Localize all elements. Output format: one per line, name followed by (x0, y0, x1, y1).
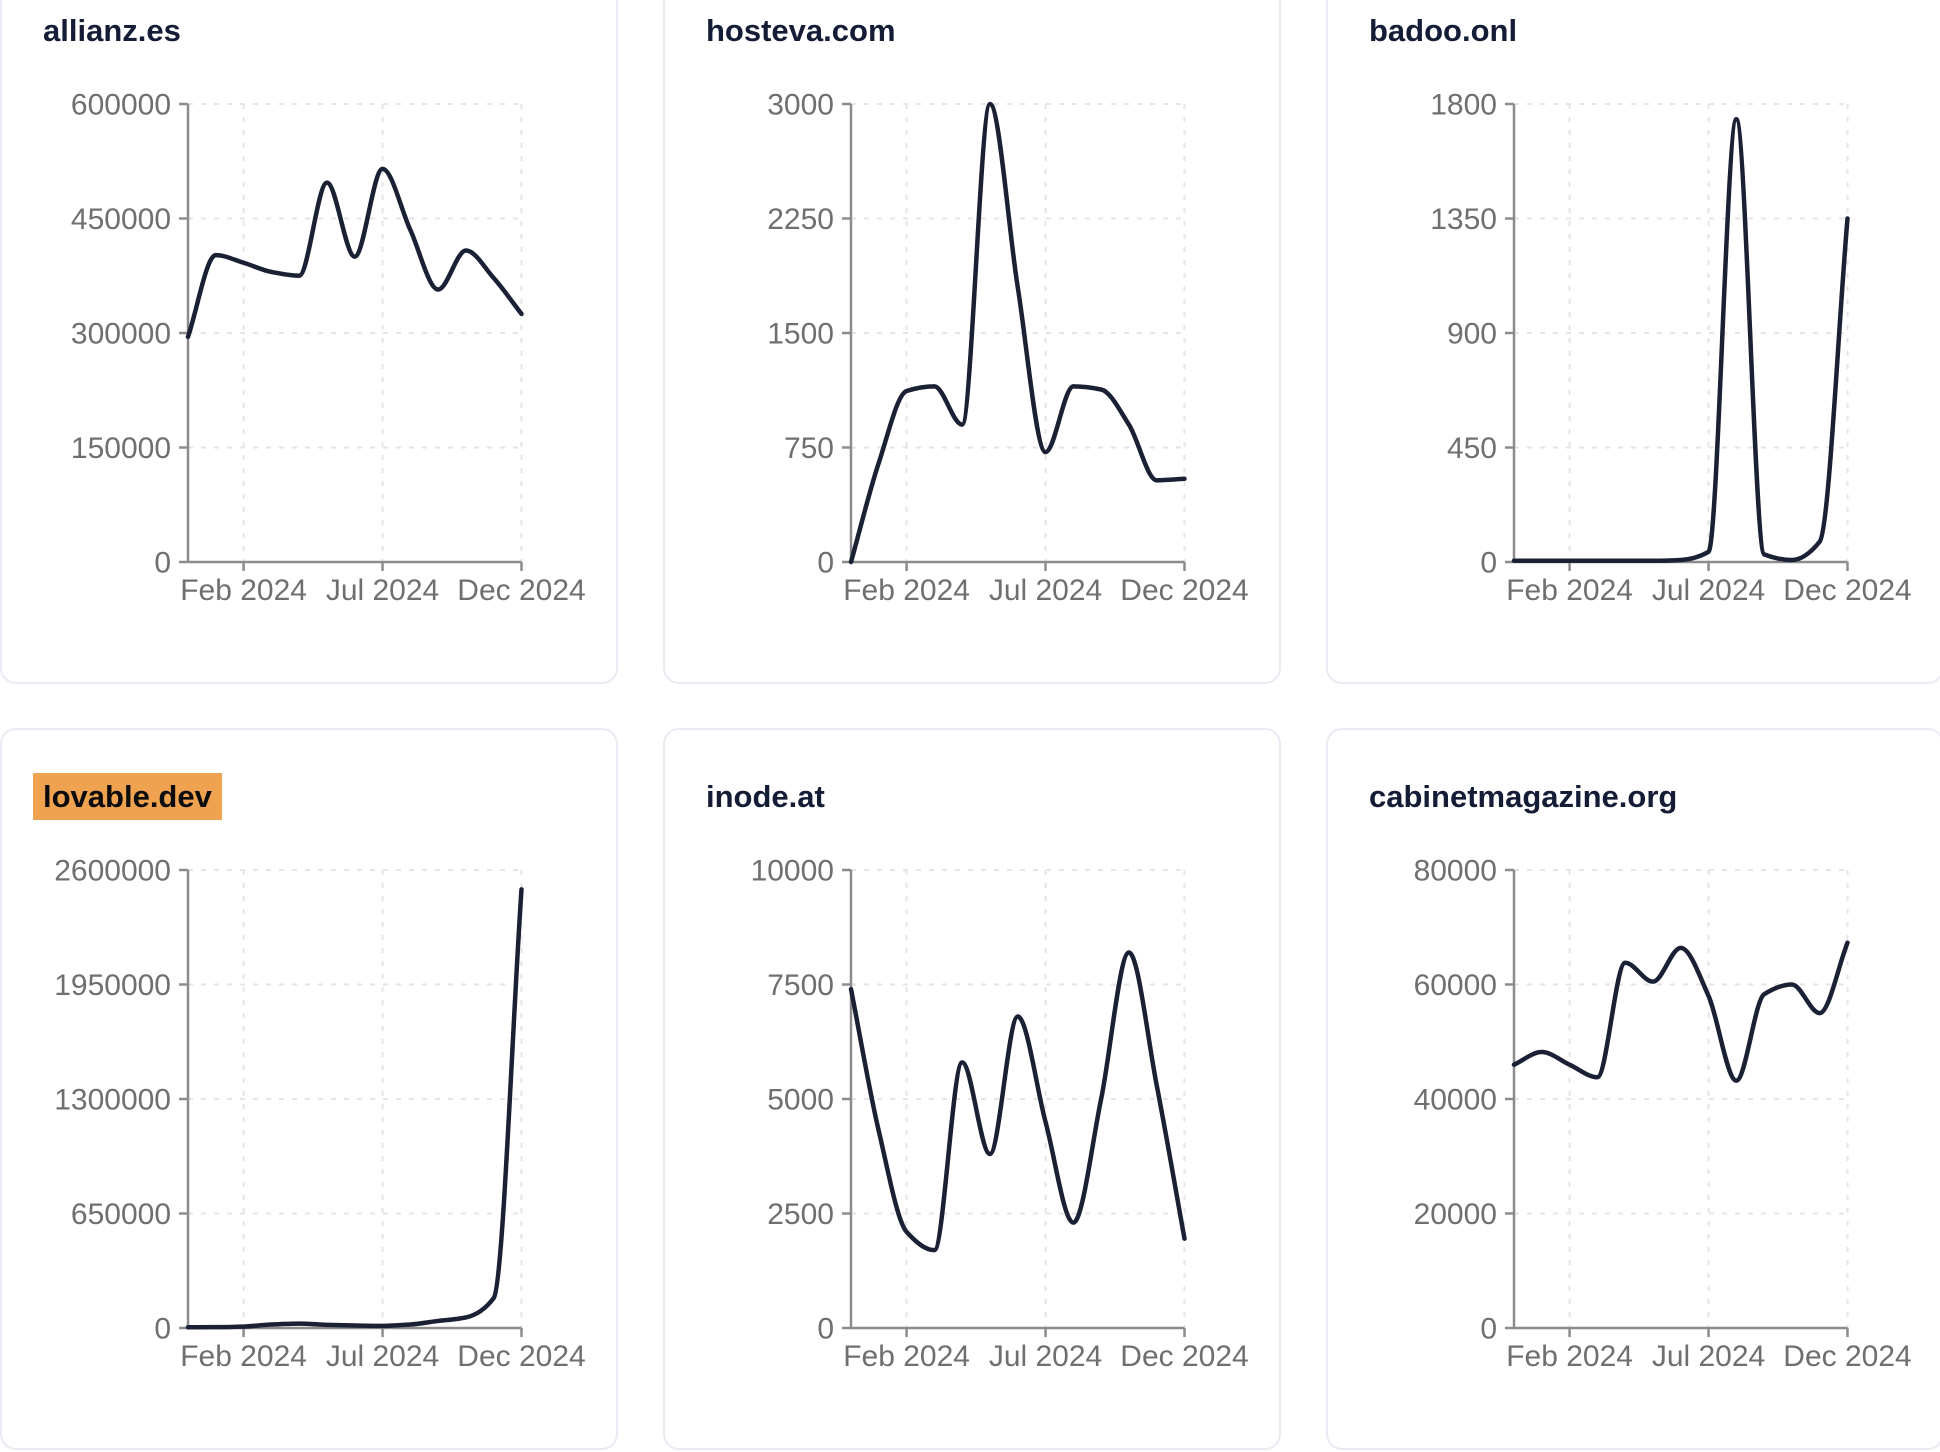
y-tick-label: 40000 (1414, 1084, 1497, 1117)
y-tick-label: 2250 (767, 203, 834, 236)
x-tick-label: Feb 2024 (843, 1340, 970, 1373)
series-line (848, 101, 1187, 565)
x-tick-label: Jul 2024 (326, 1340, 439, 1373)
y-tick-label: 1950000 (54, 969, 171, 1002)
y-tick-label: 0 (154, 1313, 171, 1346)
x-tick-label: Dec 2024 (1120, 574, 1248, 607)
y-tick-label: 300000 (71, 318, 171, 351)
x-tick-label: Feb 2024 (843, 574, 970, 607)
x-tick-label: Feb 2024 (1506, 1340, 1633, 1373)
chart-card-inode-at[interactable]: inode.at 0 2500 5000 7500 10000 Feb 2024 Jul 2… (663, 728, 1281, 1450)
y-tick-label: 1500 (767, 318, 834, 351)
y-tick-label: 600000 (71, 89, 171, 122)
y-tick-label: 450000 (71, 203, 171, 236)
chart-title[interactable]: hosteva.com (706, 13, 896, 48)
line-chart: 0 750 1500 2250 3000 Feb 2024 Jul 2024 Dec 2024 (767, 89, 1248, 608)
line-chart: 0 150000 300000 450000 600000 Feb 2024 Jul 202… (71, 89, 586, 608)
y-tick-label: 750 (784, 432, 834, 465)
chart-card-badoo-onl[interactable]: badoo.onl 0 450 900 1350 1800 Feb 2024 Jul 202… (1326, 0, 1940, 684)
x-tick-label: Dec 2024 (1120, 1340, 1248, 1373)
series-line (1511, 940, 1850, 1083)
chart-title-highlighted[interactable]: lovable.dev (33, 773, 222, 821)
series-line (185, 166, 524, 340)
y-tick-label: 0 (1480, 547, 1497, 580)
line-chart: 0 450 900 1350 1800 Feb 2024 Jul 2024 Dec 2024 (1430, 89, 1911, 608)
y-tick-label: 10000 (751, 855, 834, 888)
y-tick-label: 5000 (767, 1084, 834, 1117)
y-tick-label: 150000 (71, 432, 171, 465)
line-chart: 0 2500 5000 7500 10000 Feb 2024 Jul 2024 Dec 20… (751, 855, 1249, 1374)
y-tick-label: 3000 (767, 89, 834, 122)
y-tick-label: 900 (1447, 318, 1497, 351)
chart-title[interactable]: cabinetmagazine.org (1369, 779, 1678, 814)
chart-title[interactable]: badoo.onl (1369, 13, 1518, 48)
y-tick-label: 60000 (1414, 969, 1497, 1002)
x-tick-label: Jul 2024 (989, 1340, 1102, 1373)
line-chart: 0 650000 1300000 1950000 2600000 Feb 2024 Jul … (54, 855, 586, 1374)
y-tick-label: 80000 (1414, 855, 1497, 888)
chart-card-allianz-es[interactable]: allianz.es 0 150000 300000 450000 600000 Feb … (0, 0, 618, 684)
chart-title[interactable]: inode.at (706, 779, 825, 814)
x-tick-label: Feb 2024 (1506, 574, 1633, 607)
chart-title[interactable]: allianz.es (43, 13, 181, 48)
y-tick-label: 0 (817, 1313, 834, 1346)
y-tick-label: 650000 (71, 1198, 171, 1231)
y-tick-label: 450 (1447, 432, 1497, 465)
x-tick-label: Dec 2024 (1783, 1340, 1911, 1373)
chart-card-hosteva-com[interactable]: hosteva.com 0 750 1500 2250 3000 Feb 2024 Jul … (663, 0, 1281, 684)
x-tick-label: Feb 2024 (180, 1340, 307, 1373)
chart-card-cabinetmagazine-org[interactable]: cabinetmagazine.org 0 20000 40000 60000 8000… (1326, 728, 1940, 1450)
y-tick-label: 7500 (767, 969, 834, 1002)
x-tick-label: Dec 2024 (1783, 574, 1911, 607)
y-tick-label: 1800 (1430, 89, 1497, 122)
chart-card-lovable-dev[interactable]: lovable.dev 0 650000 1300000 1950000 2600000… (0, 728, 618, 1450)
y-tick-label: 2600000 (54, 855, 171, 888)
y-tick-label: 20000 (1414, 1198, 1497, 1231)
line-chart: 0 20000 40000 60000 80000 Feb 2024 Jul 2024 Dec… (1414, 855, 1912, 1374)
x-tick-label: Jul 2024 (989, 574, 1102, 607)
x-tick-label: Jul 2024 (326, 574, 439, 607)
y-tick-label: 0 (817, 547, 834, 580)
y-tick-label: 1300000 (54, 1084, 171, 1117)
y-tick-label: 0 (154, 547, 171, 580)
x-tick-label: Feb 2024 (180, 574, 307, 607)
x-tick-label: Jul 2024 (1652, 1340, 1765, 1373)
series-line (185, 887, 524, 1330)
y-tick-label: 2500 (767, 1198, 834, 1231)
x-tick-label: Jul 2024 (1652, 574, 1765, 607)
y-tick-label: 1350 (1430, 203, 1497, 236)
y-tick-label: 0 (1480, 1313, 1497, 1346)
x-tick-label: Dec 2024 (457, 1340, 585, 1373)
x-tick-label: Dec 2024 (457, 574, 585, 607)
series-line (848, 950, 1187, 1253)
series-line (1511, 117, 1850, 563)
